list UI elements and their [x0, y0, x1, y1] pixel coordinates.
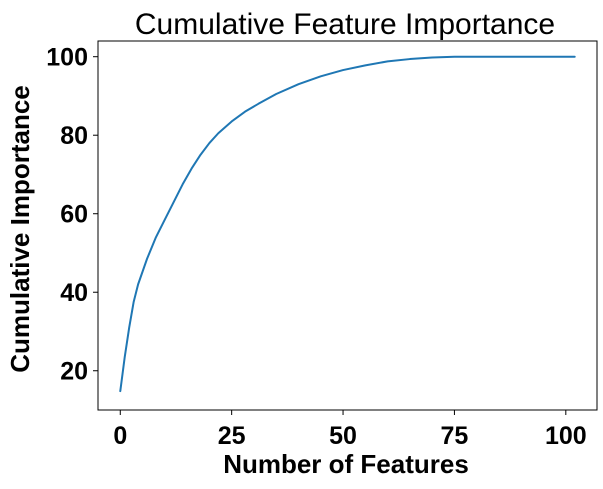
y-tick-label: 40 — [60, 279, 88, 307]
x-tick-label: 0 — [113, 422, 127, 450]
x-axis-label: Number of Features — [223, 449, 469, 479]
x-tick-label: 25 — [218, 422, 246, 450]
y-tick-label: 60 — [60, 201, 88, 229]
plot-area — [119, 55, 576, 393]
chart-title: Cumulative Feature Importance — [135, 8, 555, 41]
y-axis-label: Cumulative Importance — [5, 85, 35, 373]
plot-frame — [97, 40, 598, 411]
ticks: 0 25 50 75 100 20 40 60 80 100 — [46, 44, 586, 450]
x-tick-label: 75 — [441, 422, 469, 450]
y-tick-label: 20 — [60, 358, 88, 386]
x-tick-label: 100 — [545, 422, 587, 450]
series-line — [119, 55, 576, 393]
y-tick-label: 100 — [46, 44, 88, 72]
x-tick-label: 50 — [329, 422, 357, 450]
y-tick-label: 80 — [60, 122, 88, 150]
